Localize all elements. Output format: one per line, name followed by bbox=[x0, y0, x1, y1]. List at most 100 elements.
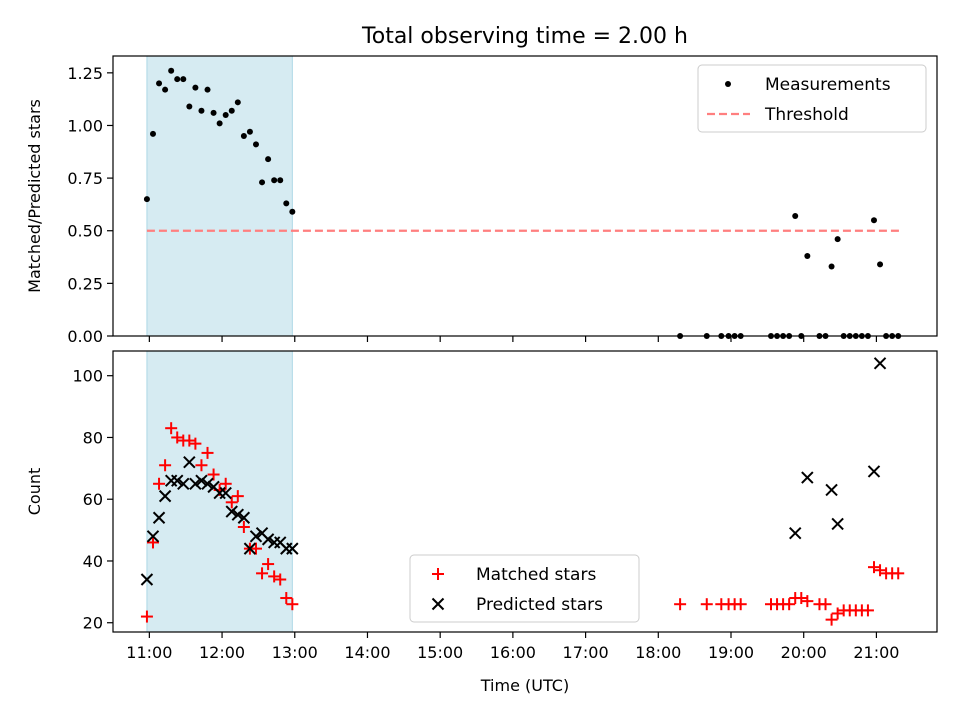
measurement-point bbox=[265, 156, 272, 163]
measurement-point bbox=[259, 179, 266, 186]
measurement-point bbox=[834, 236, 841, 243]
x-marker-b bbox=[789, 526, 802, 540]
x-marker-b bbox=[243, 542, 257, 555]
matched-stars-point bbox=[146, 536, 159, 549]
predicted-stars-point bbox=[286, 542, 299, 555]
predicted-stars-point bbox=[801, 471, 814, 484]
y-tick-label: 80 bbox=[83, 428, 103, 447]
x-marker-b bbox=[261, 533, 275, 546]
matched-stars-point bbox=[892, 567, 905, 580]
predicted-stars-point bbox=[261, 533, 275, 546]
predicted-stars-point bbox=[219, 486, 232, 500]
measurement-point bbox=[149, 130, 156, 137]
measurement-point bbox=[828, 263, 835, 270]
matched-stars-point bbox=[237, 521, 250, 534]
predicted-stars-point bbox=[237, 511, 251, 524]
predicted-stars-point bbox=[825, 483, 838, 497]
chart-title: Total observing time = 2.00 h bbox=[361, 24, 688, 49]
predicted-stars-point bbox=[867, 465, 881, 478]
measurement-point bbox=[198, 107, 205, 114]
matched-stars-point bbox=[861, 604, 874, 617]
predicted-stars-point bbox=[873, 357, 887, 370]
axes-frame bbox=[112, 350, 938, 633]
y-tick-label: 1.00 bbox=[67, 116, 103, 135]
legend: Matched stars Predicted stars bbox=[409, 554, 640, 623]
predicted-stars-point bbox=[152, 511, 166, 524]
matched-stars-point bbox=[256, 567, 269, 580]
top-subplot: 0.00 0.25 0.50 0.75 1.00 1.25 Matched/Predicte… bbox=[25, 55, 938, 346]
x-marker-b bbox=[237, 511, 251, 524]
predicted-stars-point bbox=[177, 477, 190, 490]
predicted-stars-point bbox=[171, 474, 184, 487]
y-tick-label: 0.25 bbox=[67, 274, 103, 293]
x-marker-b bbox=[249, 530, 263, 543]
measurement-point bbox=[156, 80, 163, 87]
x-marker-b bbox=[207, 480, 220, 494]
x-marker-b bbox=[195, 474, 208, 487]
predicted-stars-point bbox=[195, 474, 208, 487]
matched-stars-point bbox=[674, 598, 687, 611]
matched-stars-point bbox=[231, 490, 244, 503]
x-marker-b bbox=[831, 517, 844, 531]
y-tick-label: 20 bbox=[83, 614, 103, 633]
predicted-stars-point bbox=[789, 526, 802, 540]
matched-stars-point bbox=[734, 598, 747, 611]
measurement-point bbox=[216, 120, 223, 127]
x-marker-b bbox=[152, 511, 166, 524]
measurement-point bbox=[804, 253, 811, 259]
matched-stars-point bbox=[874, 564, 887, 577]
matched-stars-point bbox=[165, 422, 178, 435]
x-marker-b bbox=[274, 536, 287, 549]
y-axis-label: Matched/Predicted stars bbox=[25, 99, 44, 293]
measurement-point bbox=[174, 76, 181, 83]
x-marker-b bbox=[146, 530, 160, 543]
measurement-point bbox=[180, 76, 187, 83]
x-marker-b bbox=[867, 465, 881, 478]
x-marker-b bbox=[286, 542, 299, 555]
measurement-point bbox=[277, 177, 284, 184]
matched-stars-point bbox=[867, 561, 880, 574]
x-marker-b bbox=[219, 486, 232, 500]
bottom-subplot: 11:00 12:00 13:00 14:00 15:00 16:00 17:00 18:00… bbox=[25, 350, 938, 695]
x-tick-label: 11:00 bbox=[126, 643, 172, 662]
x-tick-label: 21:00 bbox=[853, 643, 899, 662]
legend: Measurements Threshold bbox=[697, 64, 927, 133]
predicted-stars-point bbox=[140, 573, 154, 586]
measurement-point bbox=[192, 84, 199, 91]
predicted-stars-point bbox=[183, 455, 196, 469]
x-tick-label: 12:00 bbox=[199, 643, 245, 662]
matched-stars-point bbox=[274, 573, 287, 586]
legend-marker-predicted bbox=[431, 597, 445, 611]
measurement-point bbox=[252, 141, 259, 148]
x-tick-label: 14:00 bbox=[344, 643, 390, 662]
matched-stars-point bbox=[201, 446, 214, 459]
legend-box bbox=[697, 64, 927, 133]
x-marker-b bbox=[177, 477, 190, 490]
legend-box bbox=[409, 554, 640, 623]
matched-stars-point bbox=[189, 437, 202, 450]
predicted-stars-point bbox=[243, 542, 257, 555]
x-tick-label: 17:00 bbox=[563, 643, 609, 662]
x-tick-label: 15:00 bbox=[417, 643, 463, 662]
measurement-point bbox=[792, 213, 799, 219]
x-tick-label: 20:00 bbox=[781, 643, 827, 662]
x-marker-b bbox=[431, 597, 445, 611]
matched-stars-point bbox=[825, 613, 838, 626]
measurement-point bbox=[877, 261, 884, 268]
x-marker-b bbox=[231, 508, 245, 521]
y-axis-label: Count bbox=[25, 468, 44, 516]
x-marker-b bbox=[201, 477, 214, 490]
measurement-point bbox=[234, 99, 241, 106]
matched-stars-point bbox=[153, 477, 166, 490]
x-marker-b bbox=[189, 477, 202, 490]
matched-stars-point bbox=[831, 607, 844, 620]
matched-stars-point bbox=[225, 496, 238, 509]
matched-stars-point bbox=[219, 477, 232, 490]
predicted-stars-point bbox=[831, 517, 844, 531]
predicted-stars-point bbox=[146, 530, 160, 543]
matched-stars-point bbox=[140, 610, 153, 623]
predicted-stars-point bbox=[231, 508, 245, 521]
measurement-point bbox=[143, 196, 150, 203]
predicted-stars-point bbox=[249, 530, 263, 543]
y-tick-label: 100 bbox=[72, 367, 103, 386]
